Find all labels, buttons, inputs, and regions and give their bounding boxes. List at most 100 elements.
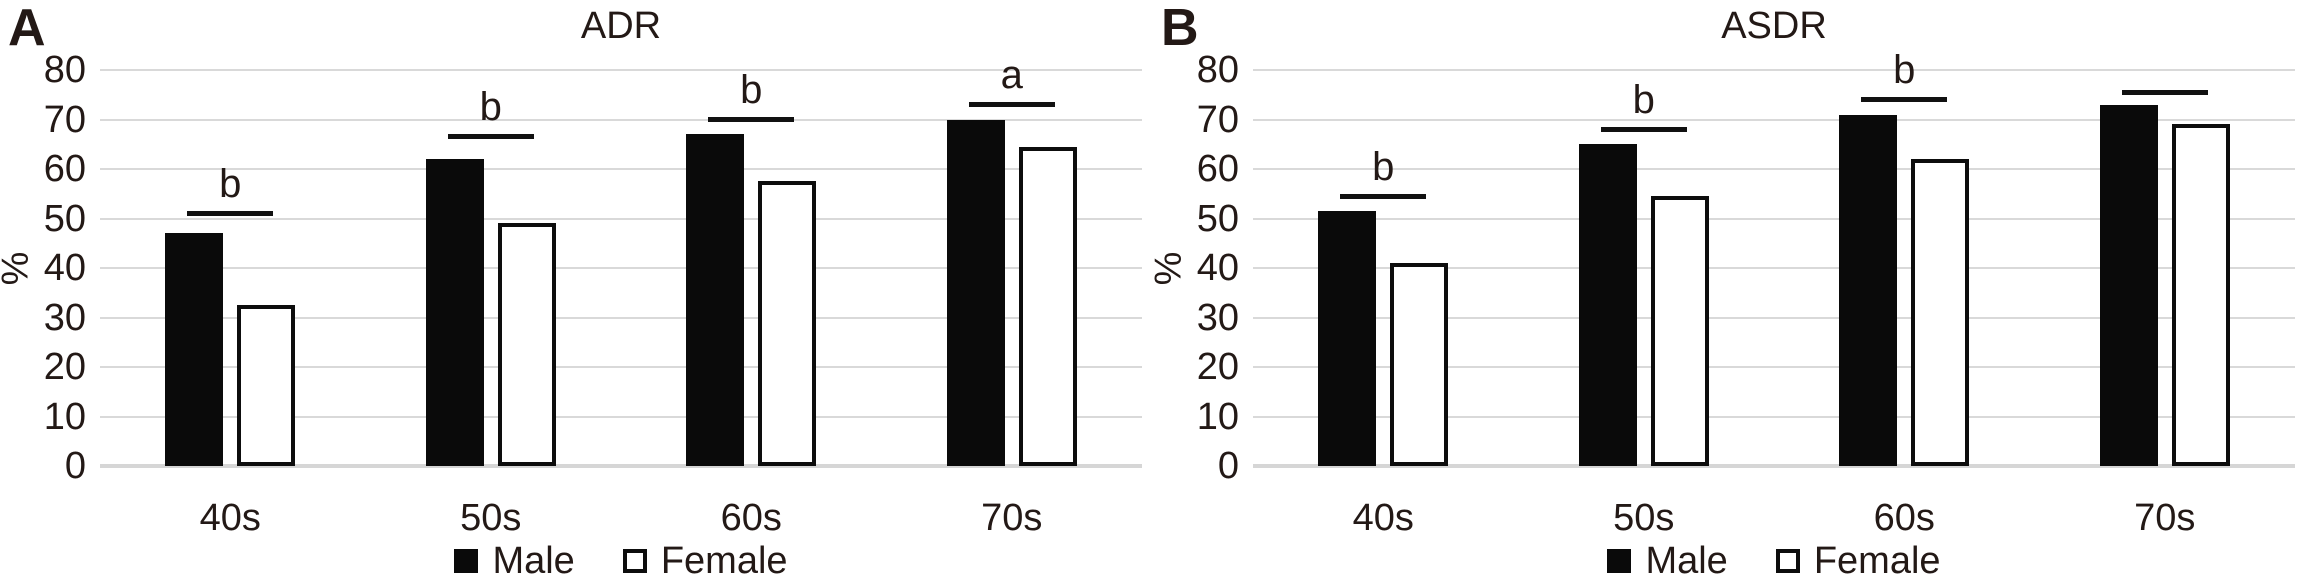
x-tick-label: 50s bbox=[1613, 497, 1675, 539]
legend-label: Male bbox=[492, 540, 575, 582]
significance-line bbox=[1861, 97, 1948, 103]
legend-swatch-male bbox=[1607, 549, 1632, 573]
y-axis-ticks: 0 10 20 30 40 50 60 70 80 bbox=[0, 49, 86, 487]
bar-female-70s bbox=[1018, 146, 1077, 466]
x-axis-labels: 40s 50s 60s 70s bbox=[1253, 496, 2295, 540]
plot-area: b b b bbox=[1253, 50, 2295, 468]
y-tick-label: 20 bbox=[1196, 346, 1239, 388]
bar-female-50s bbox=[497, 223, 556, 466]
legend-item-male: Male bbox=[1607, 540, 1728, 582]
y-tick-label: 30 bbox=[43, 296, 86, 339]
gridline bbox=[1253, 267, 2295, 269]
x-tick-label: 60s bbox=[1873, 497, 1935, 539]
legend-swatch-male bbox=[454, 549, 479, 573]
bar-male-50s bbox=[1578, 144, 1637, 466]
significance-line bbox=[447, 134, 534, 140]
significance-letter: b bbox=[1372, 144, 1395, 189]
y-axis-ticks: 0 10 20 30 40 50 60 70 80 bbox=[1153, 49, 1239, 487]
significance-letter: b bbox=[479, 85, 502, 130]
y-tick-label: 10 bbox=[43, 395, 86, 438]
bar-female-40s bbox=[237, 305, 296, 466]
gridline bbox=[100, 69, 1142, 71]
significance-letter: b bbox=[740, 67, 763, 112]
panel-letter: A bbox=[8, 0, 46, 57]
y-tick-label: 10 bbox=[1196, 395, 1239, 438]
chart-title: ASDR bbox=[1721, 5, 1827, 47]
bar-female-60s bbox=[1911, 159, 1970, 466]
legend-item-female: Female bbox=[1775, 540, 1941, 582]
plot-area: b b b a bbox=[100, 55, 1142, 468]
gridline bbox=[100, 316, 1142, 319]
y-tick-label: 40 bbox=[43, 247, 86, 289]
significance-line bbox=[187, 211, 274, 217]
legend-item-male: Male bbox=[454, 540, 575, 582]
y-tick-label: 60 bbox=[1196, 148, 1239, 190]
x-axis-baseline bbox=[1253, 464, 2295, 468]
x-tick-label: 40s bbox=[1352, 497, 1414, 539]
gridline bbox=[1253, 69, 2295, 71]
significance-line bbox=[1600, 126, 1687, 132]
bar-male-40s bbox=[165, 233, 224, 466]
bar-female-60s bbox=[758, 181, 817, 466]
x-tick-label: 60s bbox=[720, 497, 782, 539]
x-tick-label: 50s bbox=[460, 497, 522, 539]
bar-male-70s bbox=[946, 119, 1005, 466]
y-tick-label: 50 bbox=[43, 197, 86, 240]
legend-label: Female bbox=[660, 540, 788, 582]
y-tick-label: 80 bbox=[1196, 49, 1239, 91]
significance-line bbox=[708, 116, 795, 122]
legend-label: Male bbox=[1645, 540, 1728, 582]
bar-male-60s bbox=[686, 134, 745, 466]
y-tick-label: 0 bbox=[64, 445, 86, 487]
y-tick-label: 50 bbox=[1196, 197, 1239, 240]
legend-item-female: Female bbox=[622, 540, 788, 582]
x-tick-label: 70s bbox=[2134, 497, 2196, 539]
gridline bbox=[1253, 415, 2295, 418]
gridline bbox=[100, 118, 1142, 121]
y-tick-label: 20 bbox=[43, 346, 86, 388]
x-axis-labels: 40s 50s 60s 70s bbox=[100, 496, 1142, 540]
chart-title: ADR bbox=[580, 5, 662, 47]
significance-letter: a bbox=[1000, 53, 1023, 98]
bar-female-50s bbox=[1650, 196, 1709, 466]
significance-line bbox=[968, 102, 1055, 108]
gridline bbox=[1253, 316, 2295, 319]
gridline bbox=[1253, 366, 2295, 368]
bar-male-60s bbox=[1839, 114, 1898, 466]
y-tick-label: 0 bbox=[1217, 445, 1239, 487]
bar-male-70s bbox=[2099, 104, 2158, 466]
legend: Male Female bbox=[100, 536, 1142, 586]
significance-letter: b bbox=[1632, 77, 1655, 122]
significance-letter: b bbox=[1893, 48, 1916, 93]
x-tick-label: 40s bbox=[199, 497, 261, 539]
x-tick-label: 70s bbox=[981, 497, 1043, 539]
significance-line bbox=[2121, 89, 2208, 95]
y-tick-label: 30 bbox=[1196, 296, 1239, 339]
legend-swatch-female bbox=[622, 549, 647, 573]
y-tick-label: 60 bbox=[43, 148, 86, 190]
bar-female-40s bbox=[1390, 263, 1449, 466]
gridline bbox=[100, 366, 1142, 368]
panel-letter: B bbox=[1161, 0, 1199, 57]
y-tick-label: 40 bbox=[1196, 247, 1239, 289]
gridline bbox=[100, 168, 1142, 170]
legend-swatch-female bbox=[1775, 549, 1800, 573]
gridline bbox=[1253, 168, 2295, 170]
gridline bbox=[100, 217, 1142, 220]
legend-label: Female bbox=[1813, 540, 1941, 582]
significance-line bbox=[1340, 193, 1427, 199]
y-tick-label: 80 bbox=[43, 49, 86, 91]
x-axis-baseline bbox=[100, 464, 1142, 468]
bar-male-50s bbox=[425, 159, 484, 466]
gridline bbox=[100, 415, 1142, 418]
gridline bbox=[100, 267, 1142, 269]
bar-female-70s bbox=[2171, 124, 2230, 466]
legend: Male Female bbox=[1253, 536, 2295, 586]
y-tick-label: 70 bbox=[43, 98, 86, 141]
gridline bbox=[1253, 118, 2295, 121]
gridline bbox=[1253, 217, 2295, 220]
significance-letter: b bbox=[219, 162, 242, 207]
y-tick-label: 70 bbox=[1196, 98, 1239, 141]
